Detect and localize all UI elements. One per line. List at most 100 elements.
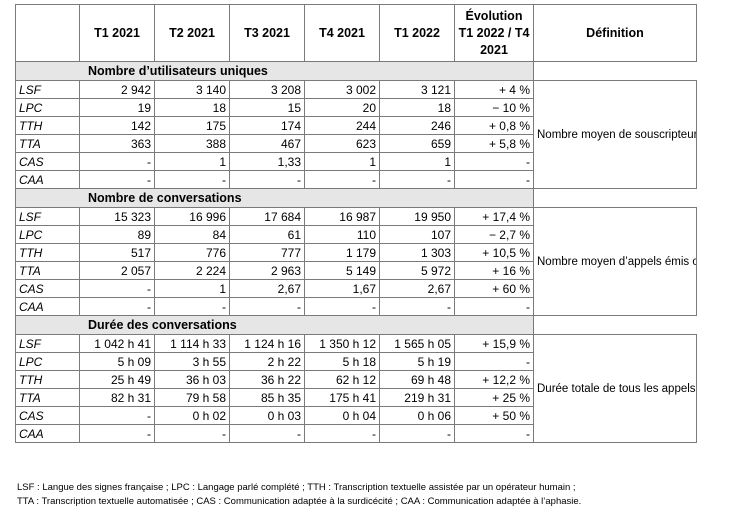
table-row: TTH 142 175 174 244 246 + 0,8 % [15,116,697,135]
row-label: CAS [15,152,80,171]
row-label: CAS [15,279,80,298]
definition-cell: Nombre moyen d’appels émis ou reçus par … [533,207,697,316]
table-row: LSF 1 042 h 41 1 114 h 33 1 124 h 16 1 350 h… [15,334,697,443]
row-label: TTA [15,261,80,280]
value-cell: 18 [154,98,230,117]
value-cell: 5 h 19 [379,352,455,371]
row-label: CAA [15,297,80,316]
footnote-line: TTA : Transcription textuelle automatisé… [17,496,582,507]
value-cell: 15 [229,98,305,117]
header-t1-2022: T1 2022 [379,4,455,62]
table-row: CAS -1 1,33 1 1- [15,152,697,171]
value-cell: 2 942 [79,80,155,99]
value-cell: - [79,170,155,189]
value-cell: 776 [154,243,230,262]
value-cell: 2 963 [229,261,305,280]
value-cell: 363 [79,134,155,153]
row-label: TTH [15,370,80,389]
value-cell: 16 996 [154,207,230,226]
value-cell: 1,33 [229,152,305,171]
value-cell: 175 h 41 [304,388,380,407]
footnote-line: LSF : Langue des signes française ; LPC … [17,482,576,493]
evolution-cell: + 10,5 % [454,243,534,262]
value-cell: 69 h 48 [379,370,455,389]
evolution-cell: + 5,8 % [454,134,534,153]
value-cell: 246 [379,116,455,135]
value-cell: - [379,297,455,316]
value-cell: 19 950 [379,207,455,226]
value-cell: 18 [379,98,455,117]
evolution-cell: + 15,9 % [454,334,534,353]
header-t2-2021: T2 2021 [154,4,230,62]
header-evolution: Évolution T1 2022 / T4 2021 [454,4,534,62]
value-cell: 20 [304,98,380,117]
table-row: TTH 25 h 49 36 h 03 36 h 22 62 h 12 69 h 48 + … [15,370,697,389]
value-cell: 36 h 22 [229,370,305,389]
table-row: CAA - - - - - - [15,170,697,189]
value-cell: 1,67 [304,279,380,298]
value-cell: - [154,297,230,316]
header-t1-2021: T1 2021 [79,4,155,62]
value-cell: 0 h 02 [154,406,230,425]
value-cell: 0 h 06 [379,406,455,425]
evolution-cell: + 0,8 % [454,116,534,135]
evolution-cell: + 60 % [454,279,534,298]
value-cell: 2,67 [379,279,455,298]
value-cell: 3 208 [229,80,305,99]
value-cell: 1 042 h 41 [79,334,155,353]
evolution-cell: - [454,297,534,316]
value-cell: 89 [79,225,155,244]
evolution-cell: − 10 % [454,98,534,117]
table-row: CAA - - - - - - [15,424,697,443]
row-label: TTH [15,116,80,135]
value-cell: 244 [304,116,380,135]
value-cell: 5 149 [304,261,380,280]
evolution-cell: - [454,152,534,171]
value-cell: 1 124 h 16 [229,334,305,353]
value-cell: 110 [304,225,380,244]
section-title: Durée des conversations [15,315,534,335]
value-cell: - [79,152,155,171]
value-cell: 2,67 [229,279,305,298]
value-cell: 175 [154,116,230,135]
evolution-cell: + 16 % [454,261,534,280]
value-cell: 17 684 [229,207,305,226]
value-cell: - [154,424,230,443]
evolution-cell: - [454,424,534,443]
value-cell: - [229,170,305,189]
evolution-cell: + 50 % [454,406,534,425]
evolution-cell: + 17,4 % [454,207,534,226]
value-cell: - [379,170,455,189]
evolution-cell: + 25 % [454,388,534,407]
table-row: LPC 5 h 09 3 h 55 2 h 22 5 h 18 5 h 19- [15,352,697,371]
value-cell: 15 323 [79,207,155,226]
table-row: TTA 363 388 467 623 659 + 5,8 % [15,134,697,153]
value-cell: 84 [154,225,230,244]
value-cell: 1 [154,152,230,171]
footnote: LSF : Langue des signes française ; LPC … [17,481,747,509]
value-cell: 36 h 03 [154,370,230,389]
table-row: LSF 2 942 3 140 3 208 3 002 3 121 + 4 % Nombre … [15,80,697,189]
value-cell: 142 [79,116,155,135]
evolution-cell: - [454,170,534,189]
value-cell: - [304,170,380,189]
table-row: LSF 15 323 16 996 17 684 16 987 19 950 + 17,4 … [15,207,697,316]
definition-cell: Durée totale de tous les appels émis ou … [533,334,697,443]
value-cell: 79 h 58 [154,388,230,407]
value-cell: 3 140 [154,80,230,99]
value-cell: 0 h 03 [229,406,305,425]
value-cell: 2 224 [154,261,230,280]
evolution-cell: + 12,2 % [454,370,534,389]
value-cell: 1 565 h 05 [379,334,455,353]
value-cell: 219 h 31 [379,388,455,407]
row-label: LSF [15,207,80,226]
value-cell: 19 [79,98,155,117]
value-cell: - [229,297,305,316]
value-cell: 2 057 [79,261,155,280]
row-label: CAS [15,406,80,425]
value-cell: - [379,424,455,443]
value-cell: 174 [229,116,305,135]
value-cell: 659 [379,134,455,153]
section-header-row: Nombre d’utilisateurs uniques [15,61,697,81]
value-cell: 85 h 35 [229,388,305,407]
